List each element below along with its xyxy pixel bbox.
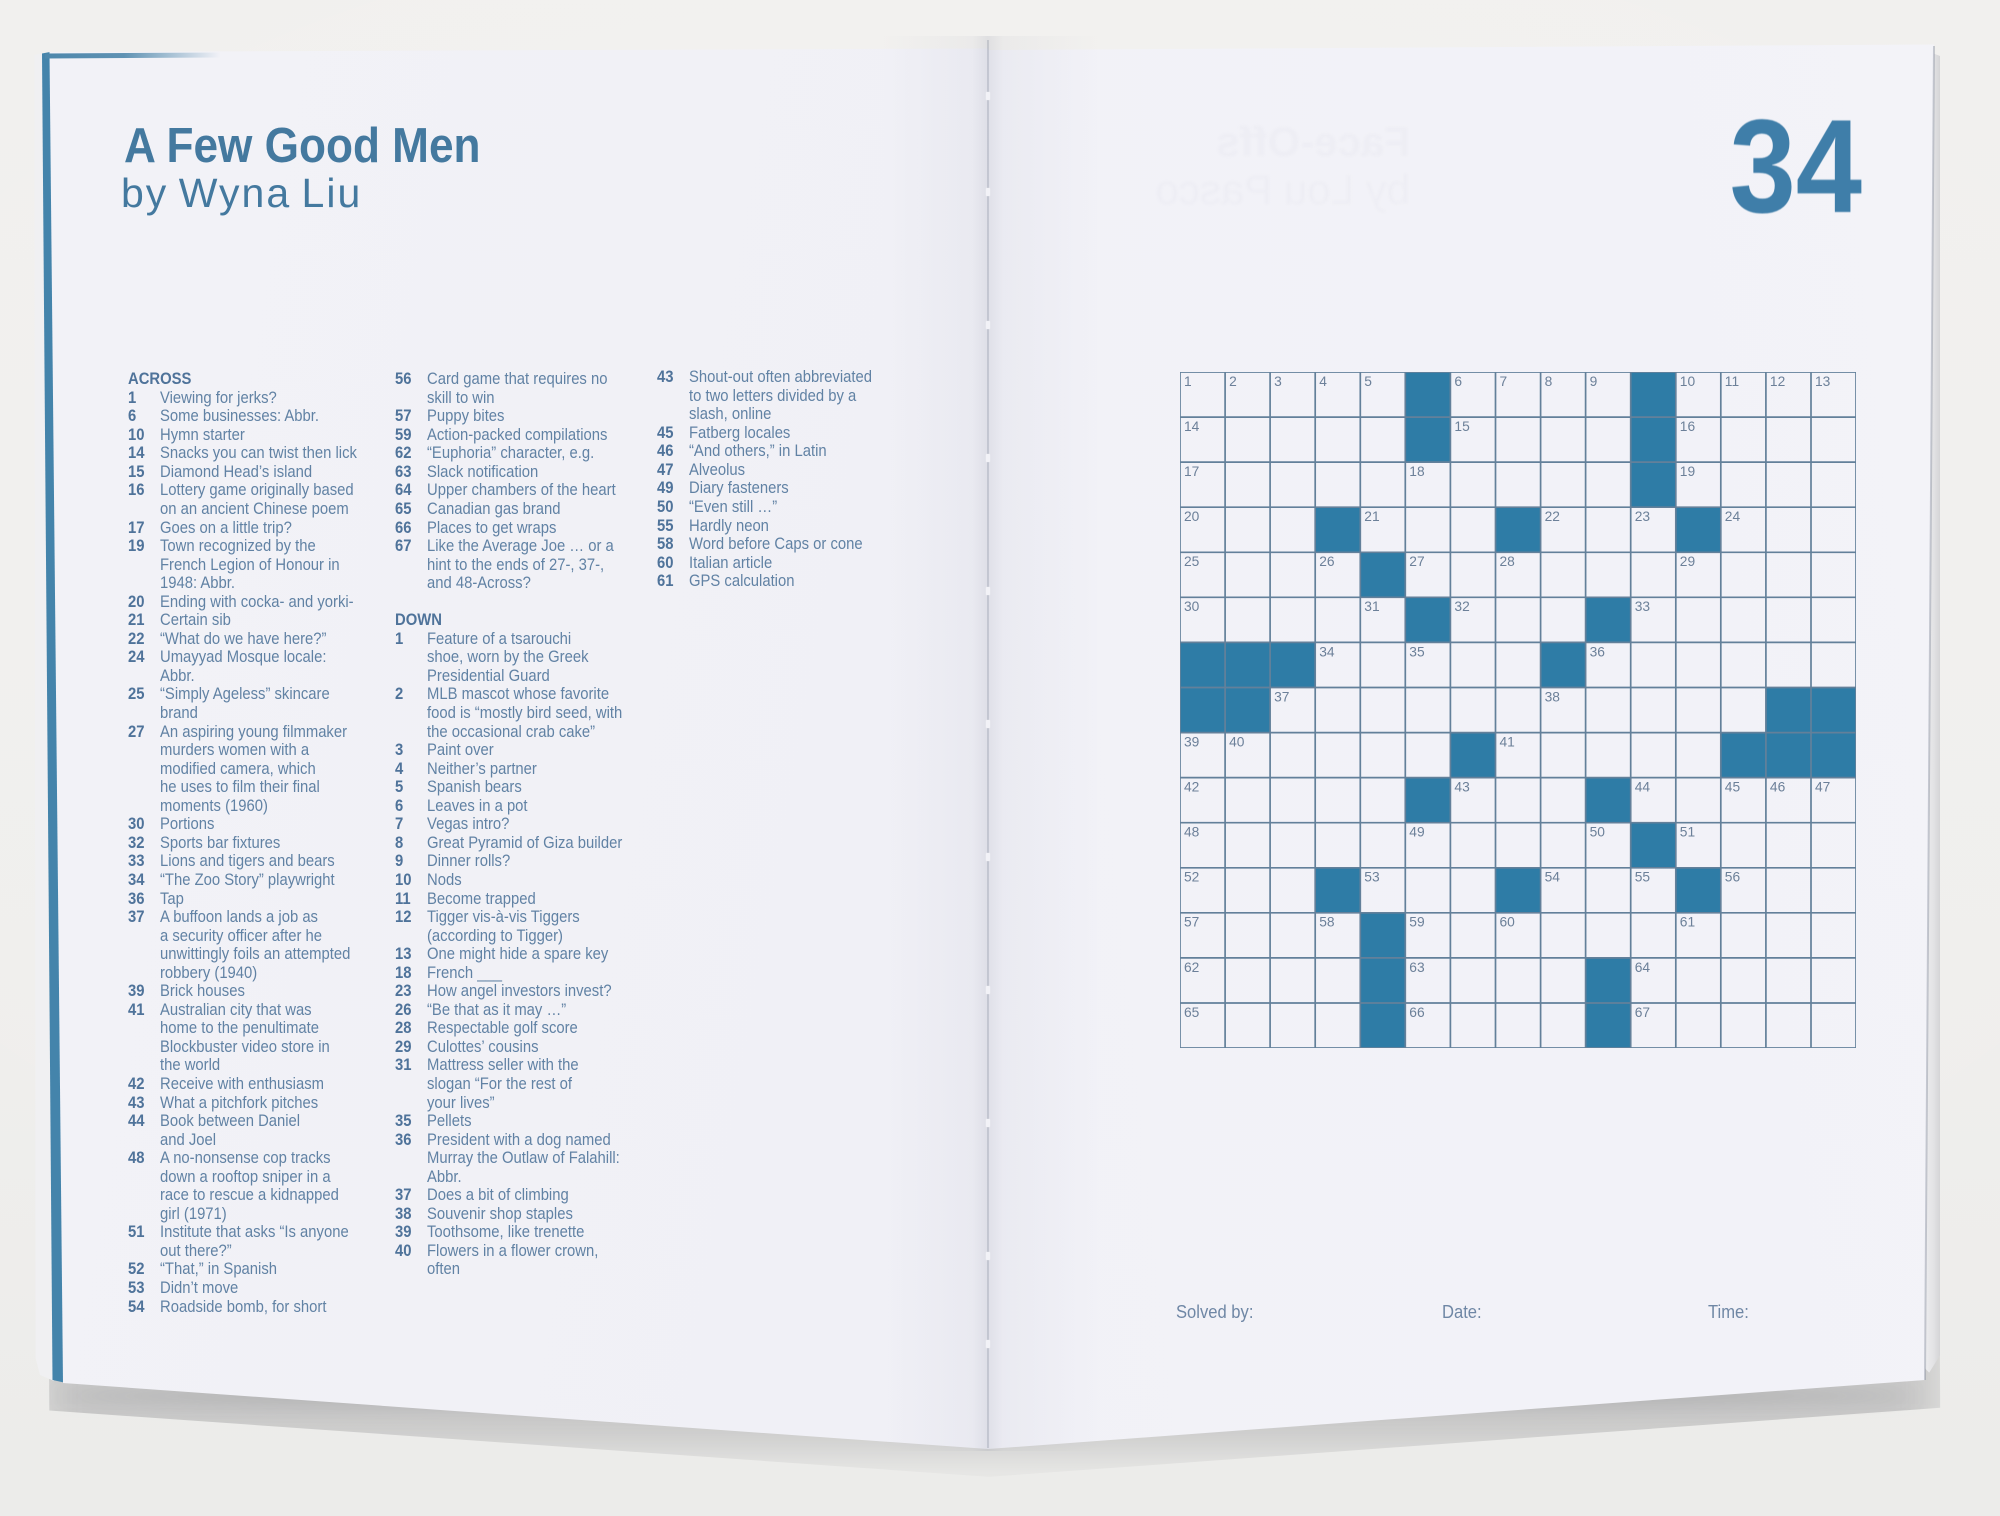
svg-text:51: 51: [1680, 825, 1695, 840]
svg-text:24: 24: [1725, 509, 1741, 524]
svg-text:67: 67: [1635, 1005, 1650, 1020]
svg-text:40: 40: [1229, 735, 1245, 750]
svg-text:38: 38: [1545, 689, 1561, 704]
svg-text:60: 60: [1500, 915, 1516, 930]
svg-text:29: 29: [1680, 554, 1696, 569]
svg-text:27: 27: [1409, 554, 1424, 569]
svg-text:13: 13: [1815, 374, 1831, 389]
svg-text:45: 45: [1725, 780, 1741, 795]
svg-text:36: 36: [1590, 644, 1606, 659]
svg-text:32: 32: [1454, 599, 1469, 614]
svg-text:7: 7: [1500, 374, 1508, 389]
svg-text:3: 3: [1274, 374, 1282, 389]
svg-text:59: 59: [1409, 915, 1425, 930]
svg-text:9: 9: [1590, 374, 1598, 389]
svg-text:63: 63: [1409, 960, 1425, 975]
svg-text:54: 54: [1545, 870, 1561, 885]
svg-text:55: 55: [1635, 870, 1651, 885]
svg-text:39: 39: [1184, 735, 1200, 750]
svg-text:23: 23: [1635, 509, 1651, 524]
svg-text:5: 5: [1364, 374, 1372, 389]
svg-text:41: 41: [1500, 735, 1515, 750]
svg-text:65: 65: [1184, 1005, 1200, 1020]
svg-text:16: 16: [1680, 419, 1696, 434]
svg-text:25: 25: [1184, 554, 1200, 569]
svg-text:18: 18: [1409, 464, 1425, 479]
svg-text:34: 34: [1319, 644, 1335, 659]
svg-text:11: 11: [1725, 374, 1739, 389]
svg-text:8: 8: [1545, 374, 1553, 389]
svg-text:64: 64: [1635, 960, 1651, 975]
svg-text:31: 31: [1364, 599, 1379, 614]
svg-text:10: 10: [1680, 374, 1696, 389]
svg-text:35: 35: [1409, 644, 1425, 659]
svg-text:53: 53: [1364, 870, 1380, 885]
svg-text:21: 21: [1364, 509, 1379, 524]
svg-text:6: 6: [1454, 374, 1462, 389]
svg-text:17: 17: [1184, 464, 1199, 479]
svg-text:30: 30: [1184, 599, 1200, 614]
svg-text:50: 50: [1590, 825, 1606, 840]
svg-text:58: 58: [1319, 915, 1335, 930]
svg-text:48: 48: [1184, 825, 1200, 840]
svg-text:2: 2: [1229, 374, 1237, 389]
svg-text:12: 12: [1770, 374, 1785, 389]
svg-text:56: 56: [1725, 870, 1741, 885]
svg-text:52: 52: [1184, 870, 1199, 885]
svg-text:47: 47: [1815, 780, 1830, 795]
svg-text:14: 14: [1184, 419, 1200, 434]
svg-text:46: 46: [1770, 780, 1786, 795]
svg-text:37: 37: [1274, 689, 1289, 704]
svg-text:20: 20: [1184, 509, 1200, 524]
svg-text:28: 28: [1500, 554, 1516, 569]
svg-text:49: 49: [1409, 825, 1425, 840]
svg-text:19: 19: [1680, 464, 1696, 479]
svg-text:66: 66: [1409, 1005, 1425, 1020]
svg-text:61: 61: [1680, 915, 1695, 930]
svg-text:33: 33: [1635, 599, 1651, 614]
svg-text:42: 42: [1184, 780, 1199, 795]
svg-text:26: 26: [1319, 554, 1335, 569]
svg-text:15: 15: [1454, 419, 1470, 434]
svg-text:22: 22: [1545, 509, 1560, 524]
svg-text:43: 43: [1454, 780, 1470, 795]
svg-text:44: 44: [1635, 780, 1651, 795]
svg-text:4: 4: [1319, 374, 1327, 389]
svg-text:1: 1: [1184, 374, 1192, 389]
svg-text:57: 57: [1184, 915, 1199, 930]
svg-text:62: 62: [1184, 960, 1199, 975]
